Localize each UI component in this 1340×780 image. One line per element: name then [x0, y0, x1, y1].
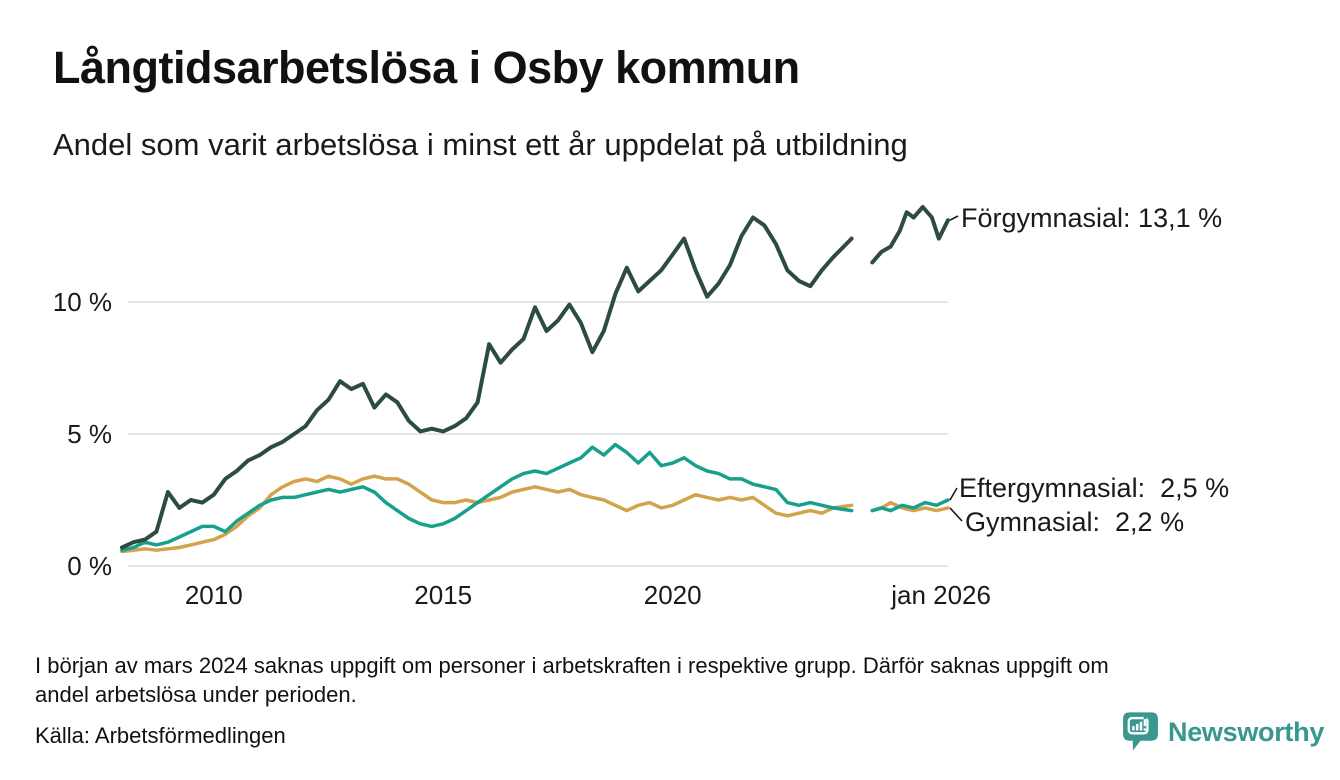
- newsworthy-speech-bubble-barchart-icon: [1123, 712, 1158, 751]
- label-connector-förgymnasial: [949, 215, 959, 221]
- label-connector-lines: [949, 215, 963, 522]
- source-credit: Källa: Arbetsförmedlingen: [35, 723, 286, 748]
- x-axis-tick-labels: 2010 2015 2020 jan 2026: [185, 580, 991, 610]
- series-line-eftergymnasial: [120, 442, 950, 552]
- line-label-förgymnasial: Förgymnasial: 13,1 %: [961, 203, 1223, 233]
- y-tick-label: 0 %: [67, 551, 112, 581]
- x-tick-label: 2015: [414, 580, 472, 610]
- page-title: Långtidsarbetslösa i Osby kommun: [53, 42, 800, 93]
- x-tick-label: 2020: [644, 580, 702, 610]
- x-tick-label: jan 2026: [890, 580, 991, 610]
- label-connector-gymnasial: [949, 507, 963, 522]
- y-axis-tick-labels: 0 % 5 % 10 %: [53, 287, 112, 581]
- line-label-gymnasial: Gymnasial: 2,2 %: [965, 507, 1185, 537]
- footnote-line-1: I början av mars 2024 saknas uppgift om …: [35, 653, 1109, 678]
- footnote-line-2: andel arbetslösa under perioden.: [35, 682, 357, 708]
- newsworthy-wordmark: Newsworthy: [1168, 716, 1325, 747]
- newsworthy-branding: Newsworthy: [1122, 712, 1324, 752]
- footnote: I början av mars 2024 saknas uppgift om …: [35, 651, 1109, 709]
- label-connector-eftergymnasial: [949, 487, 958, 501]
- series-line-förgymnasial: [120, 205, 950, 550]
- line-label-eftergymnasial: Eftergymnasial: 2,5 %: [959, 473, 1230, 503]
- gridlines: [128, 301, 948, 567]
- y-tick-label: 5 %: [67, 419, 112, 449]
- y-tick-label: 10 %: [53, 287, 112, 317]
- x-tick-label: 2010: [185, 580, 243, 610]
- page-subtitle: Andel som varit arbetslösa i minst ett å…: [53, 127, 908, 162]
- series-lines: [120, 205, 950, 554]
